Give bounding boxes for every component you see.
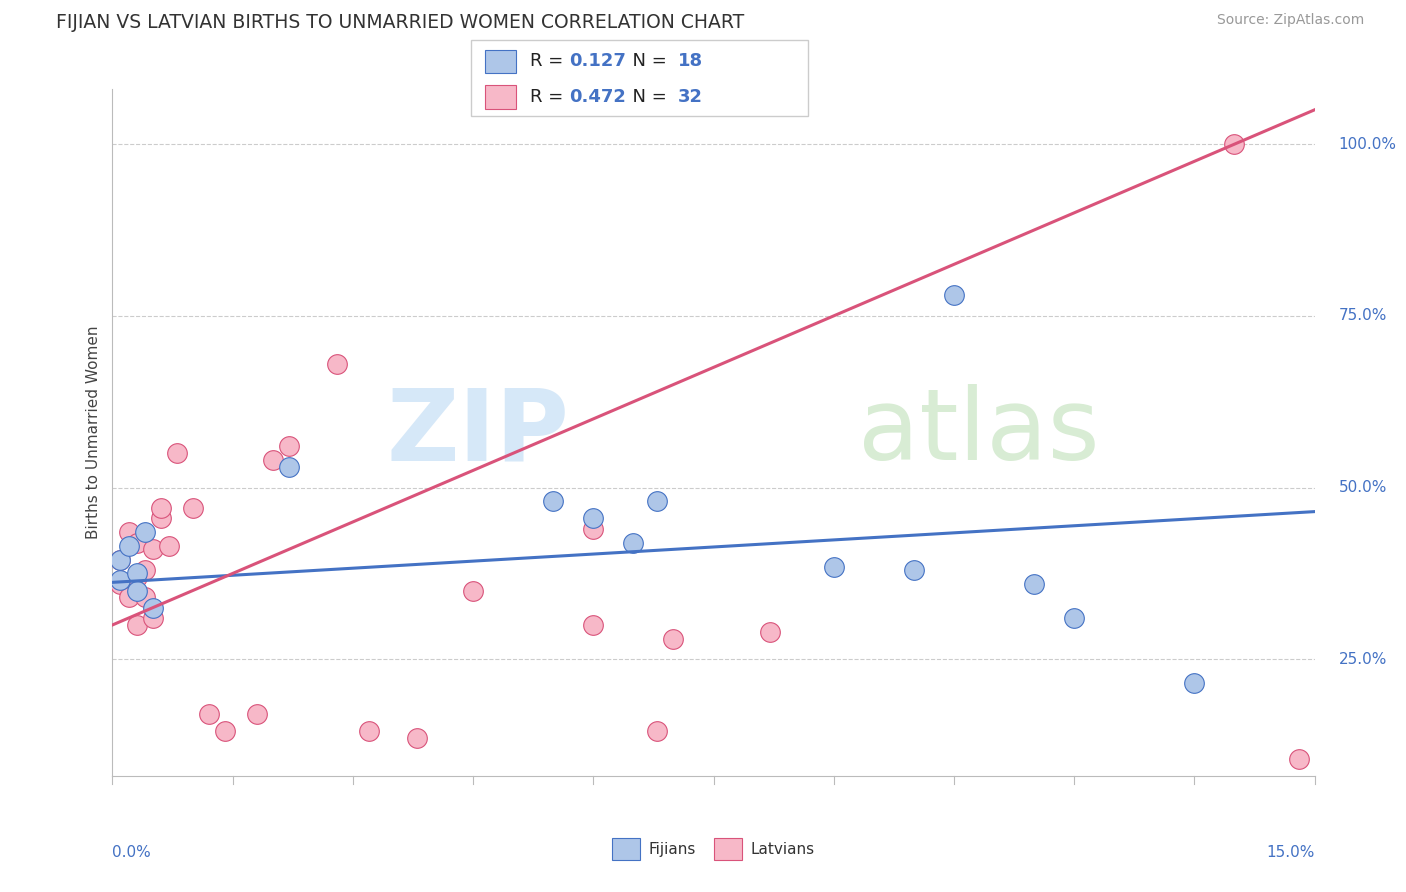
Text: FIJIAN VS LATVIAN BIRTHS TO UNMARRIED WOMEN CORRELATION CHART: FIJIAN VS LATVIAN BIRTHS TO UNMARRIED WO… (56, 13, 745, 32)
Text: Source: ZipAtlas.com: Source: ZipAtlas.com (1216, 13, 1364, 28)
Point (262, 453, 284, 467)
Point (125, 535, 148, 549)
Point (903, 563, 925, 577)
Point (1223, 137, 1246, 152)
Text: 75.0%: 75.0% (1339, 309, 1388, 324)
Point (1063, 611, 1085, 625)
Text: R =: R = (530, 53, 569, 70)
Point (181, 501, 204, 516)
Point (141, 600, 163, 615)
Point (582, 618, 605, 632)
Point (461, 583, 484, 598)
Point (326, 357, 349, 371)
Point (543, 494, 565, 508)
Y-axis label: Births to Unmarried Women: Births to Unmarried Women (86, 326, 101, 540)
Point (214, 724, 236, 739)
Point (125, 566, 148, 581)
Point (157, 539, 180, 553)
Text: N =: N = (621, 88, 673, 106)
Point (125, 583, 148, 598)
Point (134, 591, 156, 605)
Point (134, 563, 156, 577)
Point (647, 494, 669, 508)
Point (110, 576, 132, 591)
Text: 100.0%: 100.0% (1339, 136, 1396, 152)
Point (110, 552, 132, 566)
Text: 18: 18 (678, 53, 703, 70)
Point (141, 611, 163, 625)
Point (621, 535, 644, 549)
Point (117, 525, 139, 540)
Text: ZIP: ZIP (387, 384, 569, 481)
Point (166, 446, 188, 460)
Point (125, 618, 148, 632)
Text: 0.472: 0.472 (569, 88, 626, 106)
Point (758, 624, 780, 639)
Point (406, 731, 429, 746)
Point (357, 724, 380, 739)
Text: 50.0%: 50.0% (1339, 480, 1388, 495)
Text: 32: 32 (678, 88, 703, 106)
Point (942, 288, 965, 302)
Point (110, 574, 132, 588)
Text: R =: R = (530, 88, 569, 106)
Text: 0.0%: 0.0% (112, 845, 152, 860)
Point (134, 525, 156, 540)
Point (277, 459, 299, 474)
Point (582, 511, 605, 525)
Point (141, 542, 163, 557)
Point (246, 707, 269, 722)
Text: Fijians: Fijians (648, 842, 696, 856)
Point (582, 522, 605, 536)
Text: 0.127: 0.127 (569, 53, 626, 70)
Point (110, 552, 132, 566)
Point (197, 707, 219, 722)
Point (662, 632, 685, 646)
Point (823, 559, 845, 574)
Text: 15.0%: 15.0% (1267, 845, 1315, 860)
Point (149, 501, 172, 516)
Point (149, 511, 172, 525)
Text: N =: N = (621, 53, 673, 70)
Point (1024, 576, 1046, 591)
Text: Latvians: Latvians (751, 842, 815, 856)
Point (125, 570, 148, 584)
Point (647, 724, 669, 739)
Point (1184, 676, 1206, 690)
Text: atlas: atlas (858, 384, 1099, 481)
Point (277, 439, 299, 453)
Point (117, 591, 139, 605)
Text: 25.0%: 25.0% (1339, 652, 1388, 667)
Point (117, 539, 139, 553)
Point (1288, 752, 1310, 766)
